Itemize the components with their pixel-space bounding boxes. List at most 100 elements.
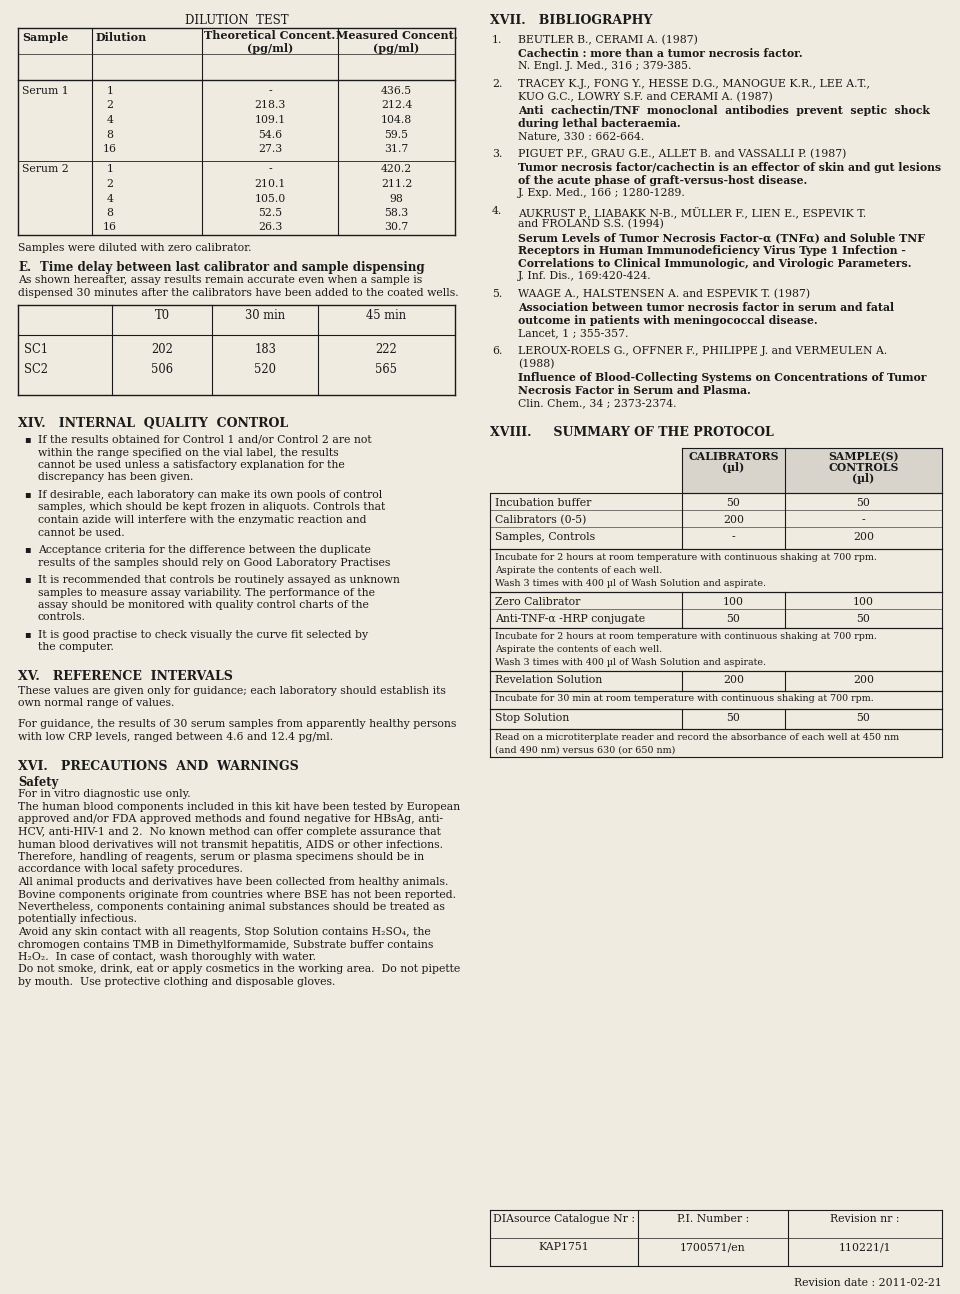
Text: 8: 8 (107, 208, 113, 217)
Text: Revision nr :: Revision nr : (830, 1214, 900, 1224)
Text: 520: 520 (254, 364, 276, 377)
Text: outcome in patients with meningococcal disease.: outcome in patients with meningococcal d… (518, 314, 818, 326)
Text: 16: 16 (103, 223, 117, 233)
Text: Anti-TNF-α -HRP conjugate: Anti-TNF-α -HRP conjugate (495, 613, 645, 624)
Text: 98: 98 (390, 194, 403, 203)
Text: J. Exp. Med., 166 ; 1280-1289.: J. Exp. Med., 166 ; 1280-1289. (518, 188, 685, 198)
Text: XIV.   INTERNAL  QUALITY  CONTROL: XIV. INTERNAL QUALITY CONTROL (18, 417, 288, 430)
Text: XVIII.     SUMMARY OF THE PROTOCOL: XVIII. SUMMARY OF THE PROTOCOL (490, 426, 774, 439)
Text: 54.6: 54.6 (258, 129, 282, 140)
Text: If the results obtained for Control 1 and/or Control 2 are not: If the results obtained for Control 1 an… (38, 435, 372, 445)
Text: results of the samples should rely on Good Laboratory Practises: results of the samples should rely on Go… (38, 558, 391, 568)
Text: 50: 50 (856, 613, 871, 624)
Text: LEROUX-ROELS G., OFFNER F., PHILIPPE J. and VERMEULEN A.: LEROUX-ROELS G., OFFNER F., PHILIPPE J. … (518, 345, 887, 356)
Text: N. Engl. J. Med., 316 ; 379-385.: N. Engl. J. Med., 316 ; 379-385. (518, 61, 691, 71)
Text: J. Inf. Dis., 169:420-424.: J. Inf. Dis., 169:420-424. (518, 270, 652, 281)
Text: DILUTION  TEST: DILUTION TEST (184, 14, 288, 27)
Text: -: - (862, 515, 865, 525)
Text: Time delay between last calibrator and sample dispensing: Time delay between last calibrator and s… (40, 261, 424, 274)
Text: DIAsource Catalogue Nr :: DIAsource Catalogue Nr : (493, 1214, 635, 1224)
Text: 45 min: 45 min (367, 309, 407, 322)
Text: H₂O₂.  In case of contact, wash thoroughly with water.: H₂O₂. In case of contact, wash thoroughl… (18, 952, 316, 961)
Text: XVI.   PRECAUTIONS  AND  WARNINGS: XVI. PRECAUTIONS AND WARNINGS (18, 760, 299, 773)
Text: E.: E. (18, 261, 31, 274)
Text: AUKRUST P., LIABAKK N-B., MÜLLER F., LIEN E., ESPEVIK T.: AUKRUST P., LIABAKK N-B., MÜLLER F., LIE… (518, 206, 866, 217)
Text: CALIBRATORS: CALIBRATORS (688, 452, 779, 462)
Text: Nevertheless, components containing animal substances should be treated as: Nevertheless, components containing anim… (18, 902, 444, 912)
Text: KAP1751: KAP1751 (539, 1242, 589, 1253)
Text: 222: 222 (375, 343, 397, 356)
Text: 104.8: 104.8 (381, 115, 412, 126)
Text: 183: 183 (254, 343, 276, 356)
Text: It is good practise to check visually the curve fit selected by: It is good practise to check visually th… (38, 630, 368, 641)
Text: 200: 200 (723, 675, 744, 685)
Text: 1: 1 (107, 85, 113, 96)
Text: Correlations to Clinical Immunologic, and Virologic Parameters.: Correlations to Clinical Immunologic, an… (518, 258, 911, 269)
Text: 16: 16 (103, 144, 117, 154)
Text: 200: 200 (853, 532, 874, 542)
Text: 105.0: 105.0 (254, 194, 286, 203)
Text: 200: 200 (723, 515, 744, 525)
Text: 2.: 2. (492, 79, 502, 89)
Text: 27.3: 27.3 (258, 144, 282, 154)
Text: ▪: ▪ (24, 630, 31, 639)
Text: (1988): (1988) (518, 358, 555, 369)
Text: (and 490 nm) versus 630 (or 650 nm): (and 490 nm) versus 630 (or 650 nm) (495, 747, 676, 754)
Text: 1700571/en: 1700571/en (681, 1242, 746, 1253)
Text: (pg/ml): (pg/ml) (373, 43, 420, 54)
Text: As shown hereafter, assay results remain accurate even when a sample is: As shown hereafter, assay results remain… (18, 276, 422, 285)
Text: XVII.   BIBLIOGRAPHY: XVII. BIBLIOGRAPHY (490, 14, 653, 27)
Text: 109.1: 109.1 (254, 115, 286, 126)
Text: 5.: 5. (492, 289, 502, 299)
Text: BEUTLER B., CERAMI A. (1987): BEUTLER B., CERAMI A. (1987) (518, 35, 698, 45)
Text: 100: 100 (723, 597, 744, 607)
Text: Incubate for 30 min at room temperature with continuous shaking at 700 rpm.: Incubate for 30 min at room temperature … (495, 694, 874, 703)
Text: within the range specified on the vial label, the results: within the range specified on the vial l… (38, 448, 339, 458)
Text: -: - (732, 532, 735, 542)
Text: 1: 1 (107, 164, 113, 175)
Text: Calibrators (0-5): Calibrators (0-5) (495, 515, 587, 525)
Text: human blood derivatives will not transmit hepatitis, AIDS or other infections.: human blood derivatives will not transmi… (18, 840, 443, 849)
Text: 200: 200 (853, 675, 874, 685)
Text: 30.7: 30.7 (384, 223, 409, 233)
Text: 52.5: 52.5 (258, 208, 282, 217)
Text: Aspirate the contents of each well.: Aspirate the contents of each well. (495, 565, 662, 575)
Text: 26.3: 26.3 (258, 223, 282, 233)
Text: Bovine components originate from countries where BSE has not been reported.: Bovine components originate from countri… (18, 889, 456, 899)
Text: P.I. Number :: P.I. Number : (677, 1214, 749, 1224)
Text: chromogen contains TMB in Dimethylformamide, Substrate buffer contains: chromogen contains TMB in Dimethylformam… (18, 939, 433, 950)
Text: Cachectin : more than a tumor necrosis factor.: Cachectin : more than a tumor necrosis f… (518, 48, 803, 60)
Text: of the acute phase of graft-versus-host disease.: of the acute phase of graft-versus-host … (518, 175, 807, 186)
Text: Necrosis Factor in Serum and Plasma.: Necrosis Factor in Serum and Plasma. (518, 386, 751, 396)
Text: PIGUET P.F., GRAU G.E., ALLET B. and VASSALLI P. (1987): PIGUET P.F., GRAU G.E., ALLET B. and VAS… (518, 149, 847, 159)
Text: Incubate for 2 hours at room temperature with continuous shaking at 700 rpm.: Incubate for 2 hours at room temperature… (495, 631, 876, 641)
Text: Association between tumor necrosis factor in serum and fatal: Association between tumor necrosis facto… (518, 302, 894, 313)
Text: SAMPLE(S): SAMPLE(S) (828, 452, 899, 462)
Text: Aspirate the contents of each well.: Aspirate the contents of each well. (495, 644, 662, 653)
Text: ▪: ▪ (24, 575, 31, 584)
Bar (785, 448, 942, 493)
Text: WAAGE A., HALSTENSEN A. and ESPEVIK T. (1987): WAAGE A., HALSTENSEN A. and ESPEVIK T. (… (518, 289, 810, 299)
Text: Samples were diluted with zero calibrator.: Samples were diluted with zero calibrato… (18, 243, 252, 254)
Text: Nature, 330 : 662-664.: Nature, 330 : 662-664. (518, 131, 644, 141)
Text: It is recommended that controls be routinely assayed as unknown: It is recommended that controls be routi… (38, 575, 400, 585)
Text: Incubation buffer: Incubation buffer (495, 498, 591, 509)
Text: own normal range of values.: own normal range of values. (18, 699, 175, 709)
Text: 420.2: 420.2 (381, 164, 412, 175)
Text: Measured Concent.: Measured Concent. (336, 30, 457, 41)
Text: HCV, anti-HIV-1 and 2.  No known method can offer complete assurance that: HCV, anti-HIV-1 and 2. No known method c… (18, 827, 441, 837)
Text: assay should be monitored with quality control charts of the: assay should be monitored with quality c… (38, 600, 369, 609)
Text: 4: 4 (107, 194, 113, 203)
Text: 50: 50 (727, 613, 740, 624)
Text: KUO G.C., LOWRY S.F. and CERAMI A. (1987): KUO G.C., LOWRY S.F. and CERAMI A. (1987… (518, 92, 773, 102)
Text: samples, which should be kept frozen in aliquots. Controls that: samples, which should be kept frozen in … (38, 502, 385, 512)
Text: 4.: 4. (492, 206, 502, 216)
Text: Acceptance criteria for the difference between the duplicate: Acceptance criteria for the difference b… (38, 545, 371, 555)
Text: T0: T0 (155, 309, 170, 322)
Text: SC1: SC1 (24, 343, 48, 356)
Text: 6.: 6. (492, 345, 502, 356)
Text: (pg/ml): (pg/ml) (247, 43, 293, 54)
Text: contain azide will interfere with the enzymatic reaction and: contain azide will interfere with the en… (38, 515, 367, 525)
Text: For guidance, the results of 30 serum samples from apparently healthy persons: For guidance, the results of 30 serum sa… (18, 719, 456, 729)
Text: discrepancy has been given.: discrepancy has been given. (38, 472, 193, 483)
